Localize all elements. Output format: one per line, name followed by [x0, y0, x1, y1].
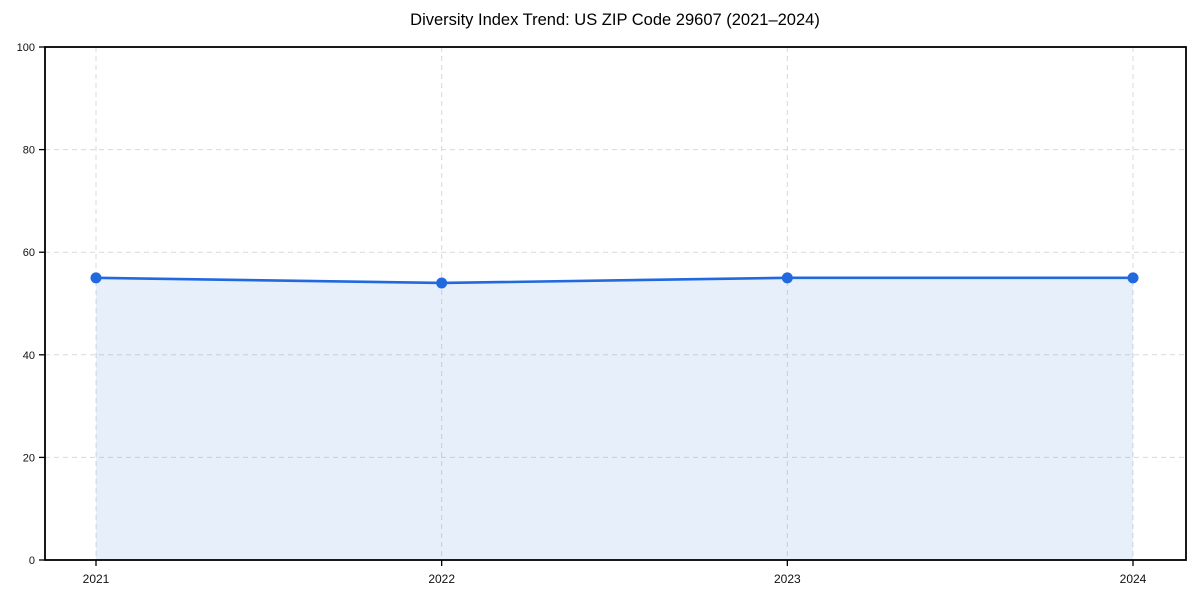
- trend-line-layer: [94, 276, 1135, 285]
- x-tick-label: 2024: [1120, 572, 1147, 586]
- data-point-2023: [781, 272, 793, 284]
- axes-frame-layer: [44, 46, 1187, 561]
- x-tick-label: 2022: [428, 572, 455, 586]
- area-fill-layer: [96, 277, 1133, 560]
- x-tick-label: 2021: [83, 572, 110, 586]
- y-tick-label: 20: [23, 452, 35, 464]
- y-tick-label: 0: [29, 555, 35, 567]
- data-point-2024: [1127, 272, 1139, 284]
- y-tick-label: 60: [23, 247, 35, 259]
- plot-frame: [44, 46, 1187, 561]
- data-point-2022: [436, 277, 448, 289]
- data-point-2021: [90, 272, 102, 284]
- trend-line: [94, 276, 1135, 285]
- y-tick-label: 40: [23, 350, 35, 362]
- area-fill: [96, 277, 1133, 560]
- data-point-layer: [90, 272, 1139, 289]
- chart-title: Diversity Index Trend: US ZIP Code 29607…: [410, 11, 820, 29]
- tick-layer: 0 20 40 60 80 100 2021 2022 2023 2024: [17, 42, 1147, 586]
- x-tick-label: 2023: [774, 572, 801, 586]
- y-tick-label: 100: [17, 42, 35, 54]
- y-tick-label: 80: [23, 145, 35, 157]
